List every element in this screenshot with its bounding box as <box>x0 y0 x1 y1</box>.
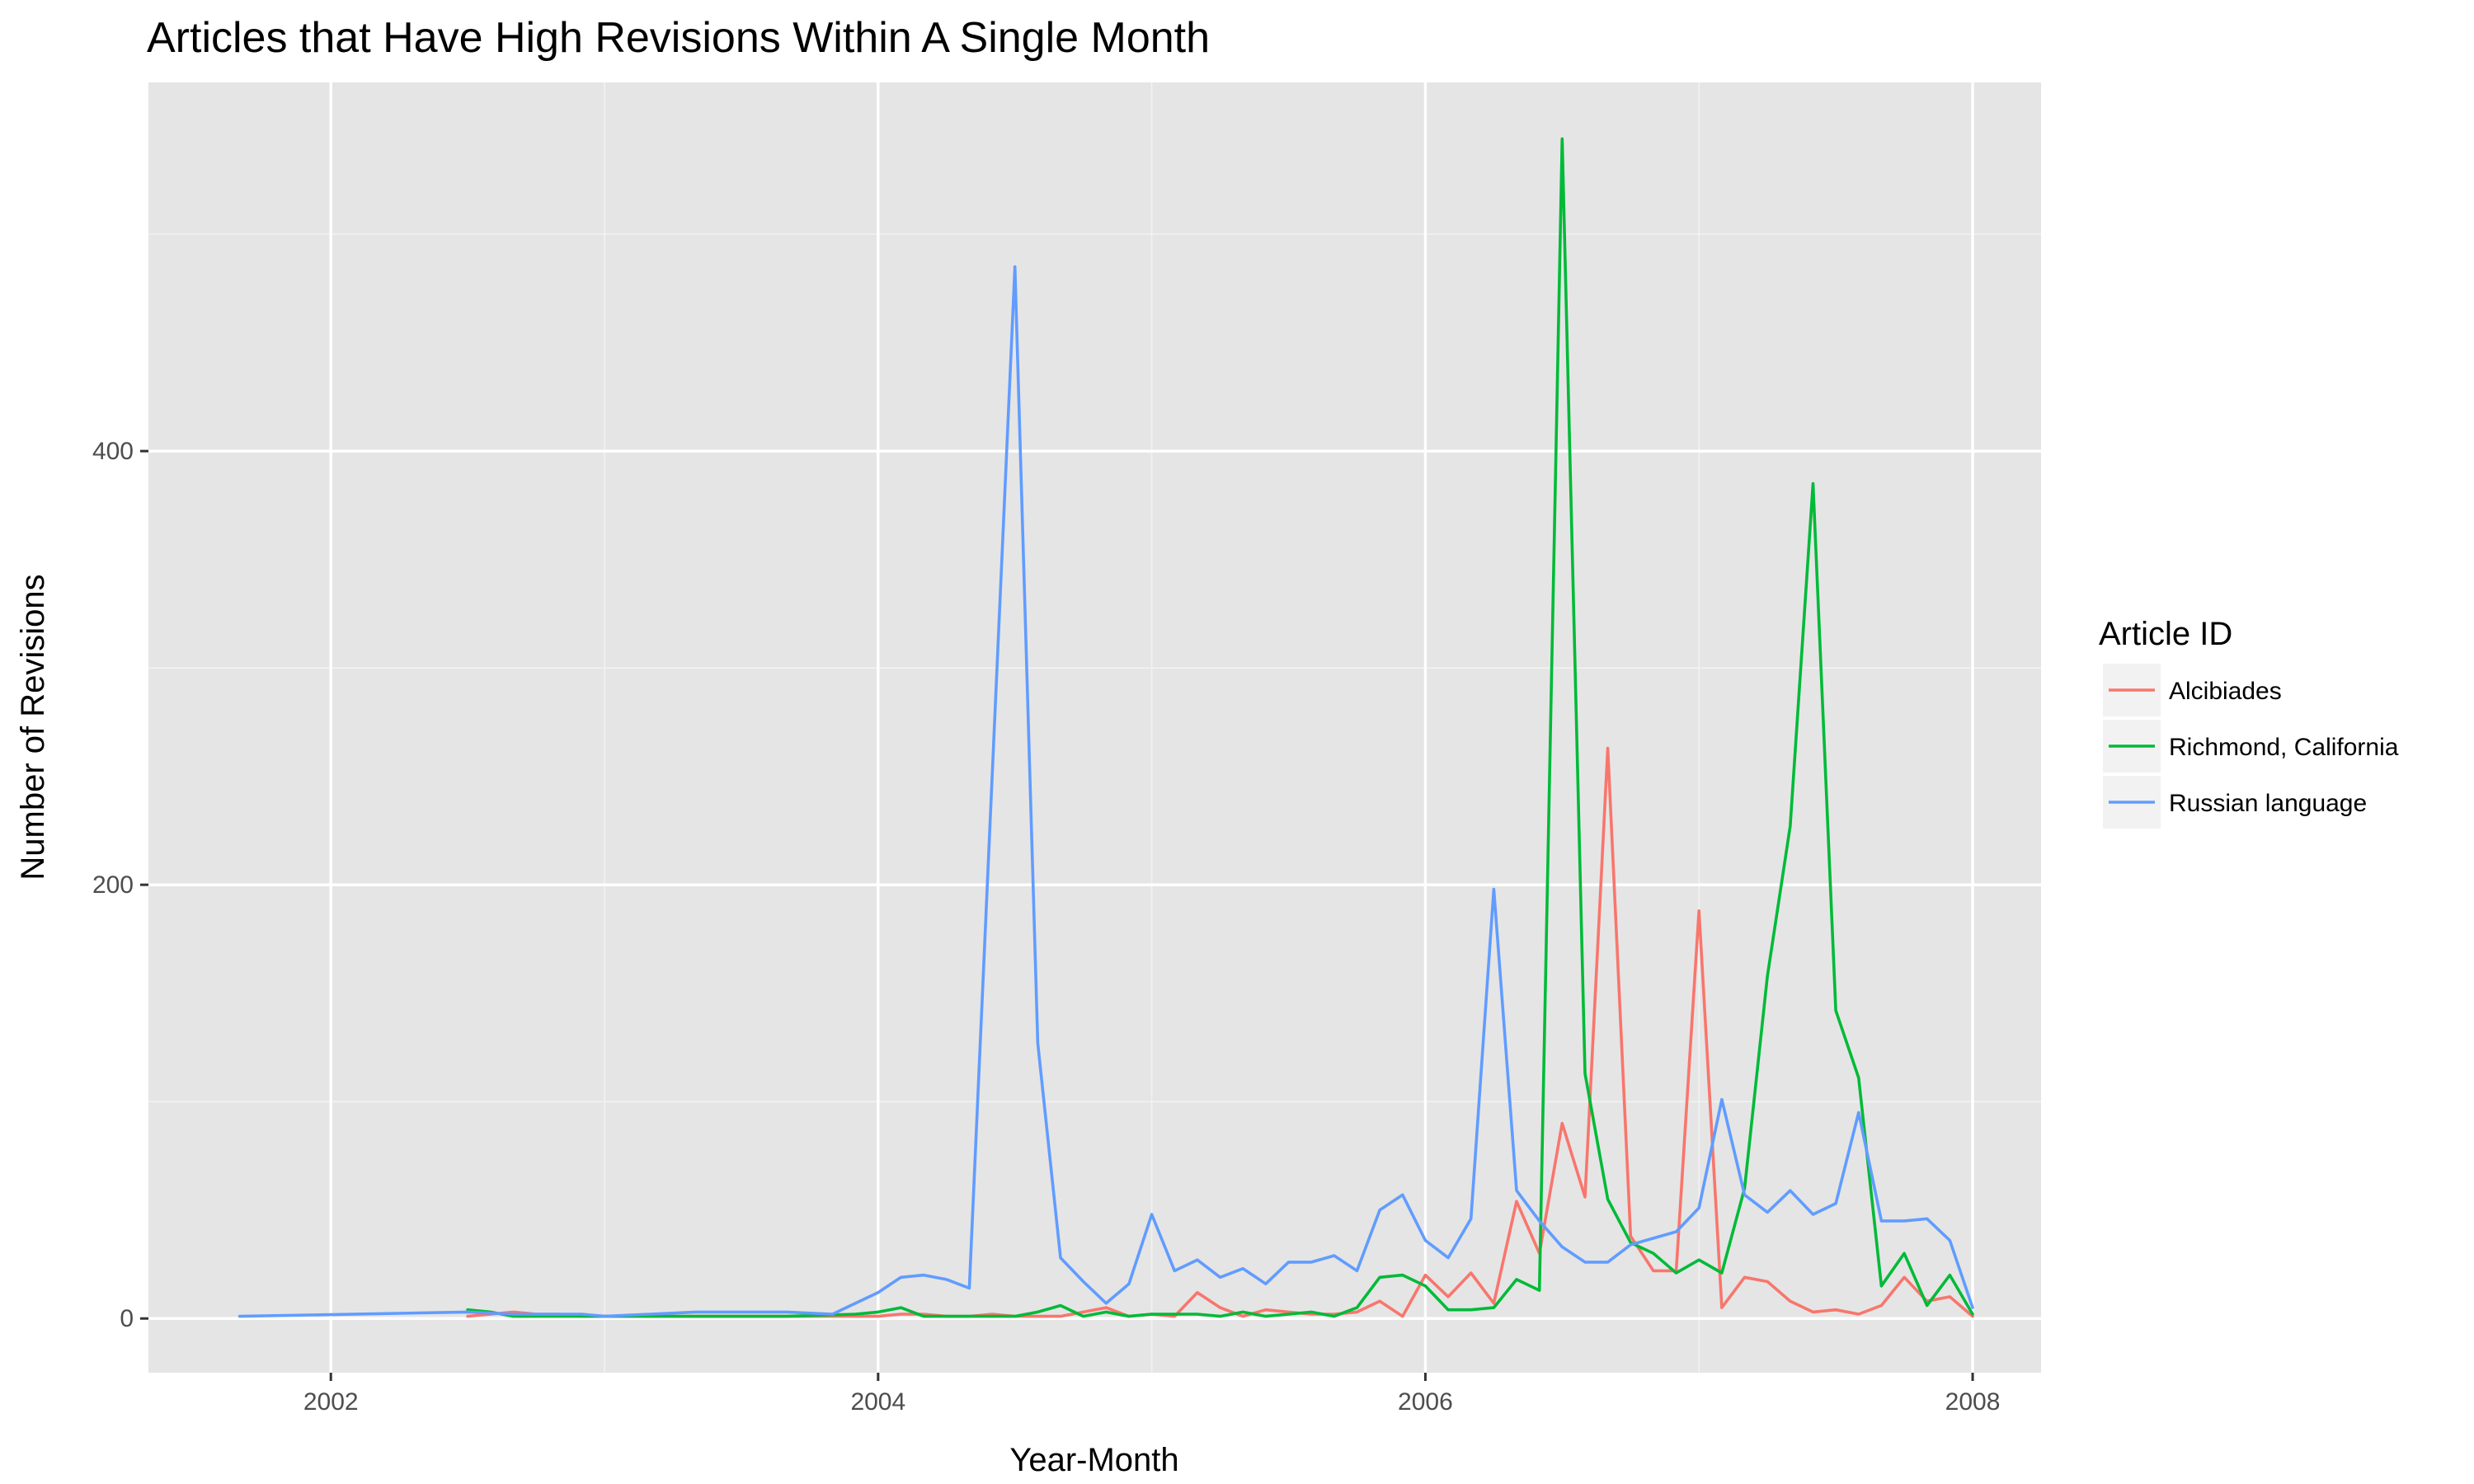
chart-title: Articles that Have High Revisions Within… <box>147 14 1210 62</box>
x-axis-title: Year-Month <box>1009 1442 1178 1478</box>
legend-title: Article ID <box>2099 616 2232 652</box>
legend-label-russian-language: Russian language <box>2169 790 2367 817</box>
x-tick-label: 2002 <box>303 1388 359 1416</box>
legend-items: Alcibiades Richmond, California Russian la… <box>2103 664 2399 829</box>
series-line-richmond-california <box>466 137 1974 1318</box>
major-grid <box>148 82 2041 1373</box>
x-axis: 2002 2004 2006 2008 <box>303 1373 2001 1416</box>
legend-label-richmond-california: Richmond, California <box>2169 734 2399 761</box>
y-tick-label: 200 <box>92 871 134 899</box>
minor-grid <box>148 82 2041 1373</box>
y-axis-title: Number of Revisions <box>15 574 51 880</box>
y-tick-label: 400 <box>92 438 134 465</box>
y-tick-label: 0 <box>120 1305 134 1332</box>
series-line-russian-language <box>238 265 1974 1318</box>
x-tick-label: 2008 <box>1945 1388 2001 1416</box>
legend-label-alcibiades: Alcibiades <box>2169 678 2282 705</box>
series-layer <box>238 137 1974 1318</box>
y-axis: 0 200 400 <box>92 438 148 1332</box>
x-tick-label: 2004 <box>850 1388 905 1416</box>
plot-panel <box>148 82 2041 1373</box>
legend: Article ID Alcibiades Richmond, Californi… <box>2099 616 2399 829</box>
x-tick-label: 2006 <box>1398 1388 1453 1416</box>
